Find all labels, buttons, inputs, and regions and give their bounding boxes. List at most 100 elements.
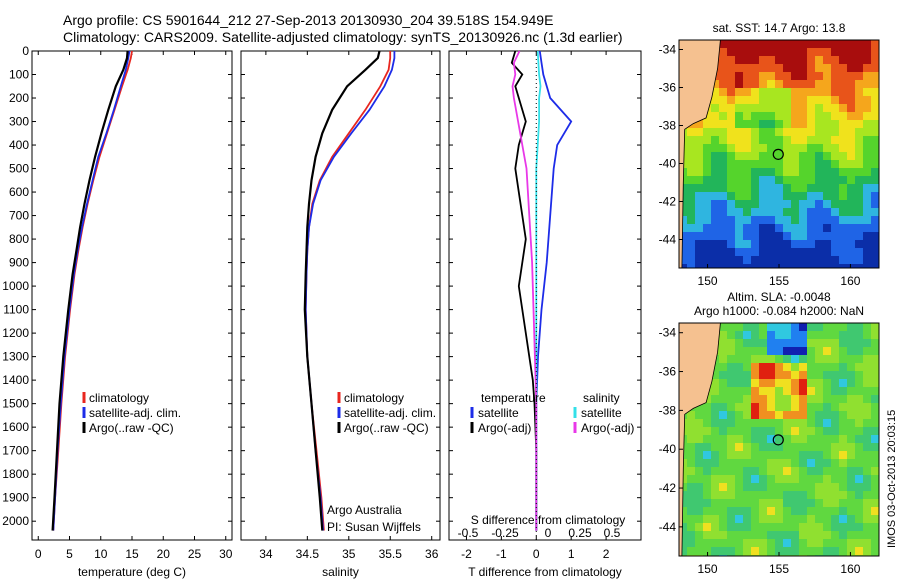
sst-map-cell xyxy=(799,128,807,136)
sst-map-cell xyxy=(831,88,839,96)
sst-map-cell xyxy=(767,248,775,256)
sst-map-cell xyxy=(727,64,735,72)
sst-map-cell xyxy=(743,80,751,88)
sst-map-cell xyxy=(727,48,735,56)
sla-map-cell xyxy=(695,419,703,427)
sst-map-cell xyxy=(695,184,703,192)
sla-map-cell xyxy=(855,387,863,395)
sla-map-cell xyxy=(831,427,839,435)
sla-map-cell xyxy=(767,411,775,419)
sla-map-cell xyxy=(687,443,695,451)
sla-map-cell xyxy=(871,523,879,531)
sla-map-cell xyxy=(839,467,847,475)
sst-map-cell xyxy=(839,248,847,256)
sst-map-cell xyxy=(767,128,775,136)
sst-map-cell xyxy=(711,200,719,208)
sla-map-cell xyxy=(719,507,727,515)
sla-map-cell xyxy=(807,371,815,379)
sla-map-cell xyxy=(799,515,807,523)
sla-map-cell xyxy=(767,507,775,515)
sst-map-cell xyxy=(871,136,879,144)
sst-map-cell xyxy=(703,224,711,232)
sst-map-cell xyxy=(751,144,759,152)
sla-map-cell xyxy=(767,491,775,499)
sst-map-cell xyxy=(823,224,831,232)
sla-map-cell xyxy=(807,475,815,483)
salinity-panel-xtick-label: 35 xyxy=(342,547,356,561)
sla-map-cell xyxy=(775,539,783,547)
depth-tick-label: 300 xyxy=(9,115,29,129)
sst-map-cell xyxy=(687,152,695,160)
sla-map-cell xyxy=(847,523,855,531)
sst-map-cell xyxy=(743,128,751,136)
sla-map-cell xyxy=(751,523,759,531)
sst-map-cell xyxy=(823,152,831,160)
sst-map-cell xyxy=(807,104,815,112)
sst-map-cell xyxy=(871,88,879,96)
sla-map-cell xyxy=(751,339,759,347)
sla-map-cell xyxy=(783,483,791,491)
sst-map-cell xyxy=(767,240,775,248)
sla-map-cell xyxy=(815,499,823,507)
sst-map-cell xyxy=(871,248,879,256)
sla-map-cell xyxy=(839,539,847,547)
sst-map-cell xyxy=(831,232,839,240)
sla-map-cell xyxy=(679,531,687,539)
sla-map-cell xyxy=(727,339,735,347)
depth-tick-label: 0 xyxy=(22,44,29,58)
sst-map-cell xyxy=(783,208,791,216)
sst-map-cell xyxy=(735,184,743,192)
sst-map-cell xyxy=(823,72,831,80)
sla-map-cell xyxy=(791,515,799,523)
sst-map-cell xyxy=(679,264,687,268)
sla-map-cell xyxy=(855,419,863,427)
sla-map-cell xyxy=(687,523,695,531)
sla-map-cell xyxy=(727,427,735,435)
sla-map-cell xyxy=(791,483,799,491)
sst-map-cell xyxy=(695,136,703,144)
sla-map-cell xyxy=(815,539,823,547)
sla-map-cell xyxy=(831,523,839,531)
temperature-panel-series-line xyxy=(52,50,131,531)
sst-map-cell xyxy=(767,64,775,72)
sst-map-cell xyxy=(783,40,791,48)
sla-map-cell xyxy=(751,539,759,547)
sst-map-cell xyxy=(871,264,879,268)
sla-map-cell xyxy=(767,451,775,459)
sst-map-cell xyxy=(695,168,703,176)
sla-map-cell xyxy=(727,331,735,339)
sst-map-cell xyxy=(783,80,791,88)
sst-map-cell xyxy=(695,224,703,232)
sla-map-cell xyxy=(759,363,767,371)
sst-map-cell xyxy=(823,232,831,240)
sla-map-cell xyxy=(839,371,847,379)
sst-map-cell xyxy=(743,208,751,216)
sla-map-cell xyxy=(855,363,863,371)
sla-map-cell xyxy=(847,347,855,355)
sla-map-cell xyxy=(727,539,735,547)
sst-map-xtick-label: 160 xyxy=(840,274,860,288)
sla-map-cell xyxy=(695,523,703,531)
sla-map-cell xyxy=(783,411,791,419)
sst-map-cell xyxy=(839,160,847,168)
sla-map-cell xyxy=(687,539,695,547)
sla-map-cell xyxy=(839,459,847,467)
sla-map-cell xyxy=(847,387,855,395)
sla-map-cell xyxy=(759,499,767,507)
sla-map-cell xyxy=(855,379,863,387)
sla-map-cell xyxy=(807,491,815,499)
sla-map-cell xyxy=(799,411,807,419)
sst-map-cell xyxy=(831,40,839,48)
sla-map-cell xyxy=(783,491,791,499)
sla-map-cell xyxy=(791,339,799,347)
sst-map-cell xyxy=(711,104,719,112)
sst-map-cell xyxy=(807,200,815,208)
salinity-panel-legend-label: Argo(..raw -QC) xyxy=(344,421,429,435)
sst-map-cell xyxy=(743,40,751,48)
sla-map-cell xyxy=(727,515,735,523)
sst-map-cell xyxy=(687,264,695,268)
sst-map-cell xyxy=(871,120,879,128)
sst-map-cell xyxy=(775,104,783,112)
sla-map-cell xyxy=(735,451,743,459)
sla-map-cell xyxy=(703,483,711,491)
